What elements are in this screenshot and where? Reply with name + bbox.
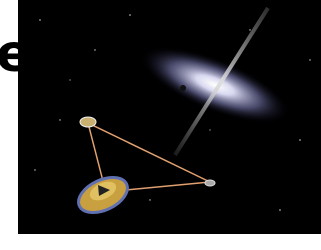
space-illustration — [0, 0, 321, 250]
page: e — [0, 0, 321, 250]
galaxy-core — [180, 85, 186, 91]
